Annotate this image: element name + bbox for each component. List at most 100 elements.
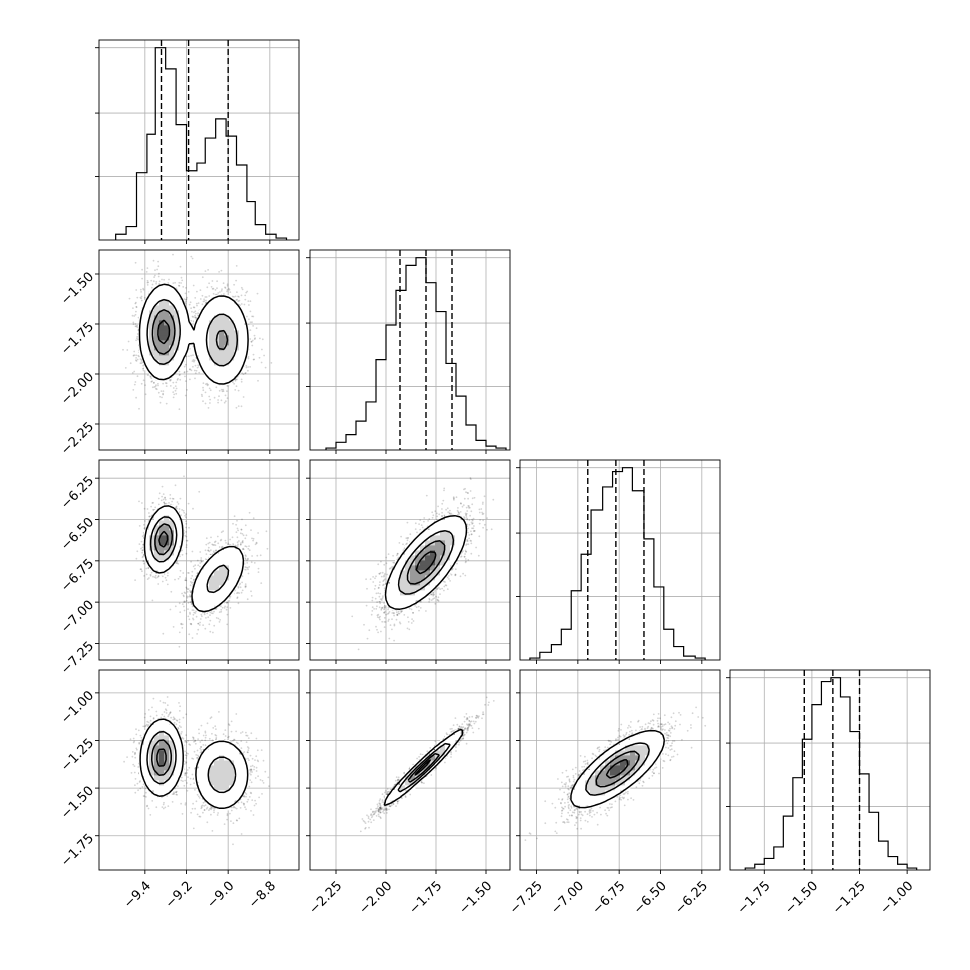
density-cell: [229, 305, 235, 311]
scatter-point: [164, 382, 167, 384]
scatter-point: [135, 325, 138, 328]
scatter-point: [217, 617, 220, 620]
scatter-point: [186, 539, 189, 542]
density-cell: [214, 365, 220, 371]
scatter-point: [145, 271, 148, 273]
density-cell: [234, 355, 240, 361]
scatter-point: [216, 287, 218, 290]
scatter-point: [257, 379, 259, 382]
scatter-point: [232, 543, 235, 545]
density-cell: [189, 340, 195, 346]
scatter-point: [222, 388, 225, 391]
scatter-point: [174, 281, 177, 284]
scatter-point: [240, 286, 243, 289]
density-cell: [149, 315, 155, 321]
scatter-point: [187, 601, 190, 604]
scatter-point: [133, 370, 136, 373]
pair-content-2-0: [99, 460, 299, 660]
scatter-point: [133, 354, 136, 357]
scatter-point: [131, 372, 134, 374]
scatter-point: [189, 368, 191, 371]
scatter-point: [198, 371, 201, 374]
density-cell: [219, 345, 225, 351]
density-cell: [179, 310, 185, 316]
density-cell: [154, 360, 160, 366]
density-cell: [214, 350, 220, 356]
density-cell: [204, 310, 210, 316]
scatter-point: [185, 531, 188, 533]
scatter-point: [155, 384, 157, 387]
scatter-point: [196, 304, 198, 307]
scatter-point: [189, 347, 191, 350]
scatter-point: [259, 554, 262, 557]
scatter-point: [179, 569, 182, 572]
scatter-point: [134, 261, 137, 264]
scatter-point: [249, 329, 252, 331]
density-cell: [184, 320, 190, 326]
scatter-point: [233, 515, 236, 518]
scatter-point: [185, 513, 187, 516]
scatter-point: [193, 578, 195, 581]
scatter-point: [241, 288, 244, 291]
scatter-point: [185, 535, 188, 538]
scatter-point: [185, 587, 188, 590]
scatter-point: [259, 337, 261, 340]
scatter-point: [132, 354, 135, 357]
scatter-point: [192, 365, 194, 368]
density-cell: [204, 305, 210, 311]
scatter-point: [182, 594, 185, 597]
scatter-point: [140, 360, 143, 362]
density-cell: [229, 340, 235, 346]
scatter-point: [183, 609, 186, 612]
scatter-point: [191, 575, 194, 577]
scatter-point: [204, 558, 207, 560]
contour-level-0: [138, 283, 249, 385]
scatter-point: [248, 318, 250, 321]
scatter-point: [221, 390, 224, 393]
scatter-point: [205, 299, 207, 302]
scatter-point: [184, 292, 187, 295]
density-cell: [229, 355, 235, 361]
scatter-point: [126, 349, 129, 351]
scatter-point: [129, 362, 132, 365]
frame-diag-3: [729, 669, 931, 871]
scatter-point: [212, 631, 214, 634]
scatter-point: [186, 370, 189, 373]
density-cell: [159, 325, 165, 331]
scatter-point: [140, 382, 143, 385]
density-cell: [209, 315, 215, 321]
scatter-point: [237, 591, 239, 594]
scatter-point: [132, 321, 135, 324]
scatter-point: [192, 354, 194, 357]
scatter-point: [244, 566, 247, 568]
scatter-point: [223, 401, 226, 404]
density-cell: [229, 300, 235, 306]
scatter-point: [141, 570, 143, 573]
scatter-point: [127, 340, 130, 343]
density-cell: [169, 365, 175, 371]
scatter-point: [251, 537, 253, 540]
density-cell: [144, 310, 150, 316]
scatter-point: [188, 303, 191, 306]
scatter-point: [195, 316, 198, 319]
scatter-point: [196, 366, 199, 369]
scatter-point: [263, 354, 265, 357]
scatter-point: [178, 285, 181, 287]
density-cell: [139, 325, 145, 331]
scatter-point: [250, 340, 253, 343]
scatter-point: [241, 533, 244, 535]
scatter-point: [228, 288, 231, 291]
scatter-point: [233, 296, 235, 298]
scatter-point: [241, 575, 244, 578]
scatter-point: [134, 323, 137, 325]
density-cell: [184, 330, 190, 336]
scatter-point: [247, 572, 250, 575]
density-cell: [164, 290, 170, 296]
scatter-point: [237, 585, 240, 588]
scatter-point: [184, 534, 187, 537]
scatter-point: [146, 279, 149, 282]
scatter-point: [172, 391, 175, 393]
density-cell: [144, 300, 150, 306]
scatter-point: [245, 364, 248, 367]
scatter-point: [232, 522, 234, 525]
